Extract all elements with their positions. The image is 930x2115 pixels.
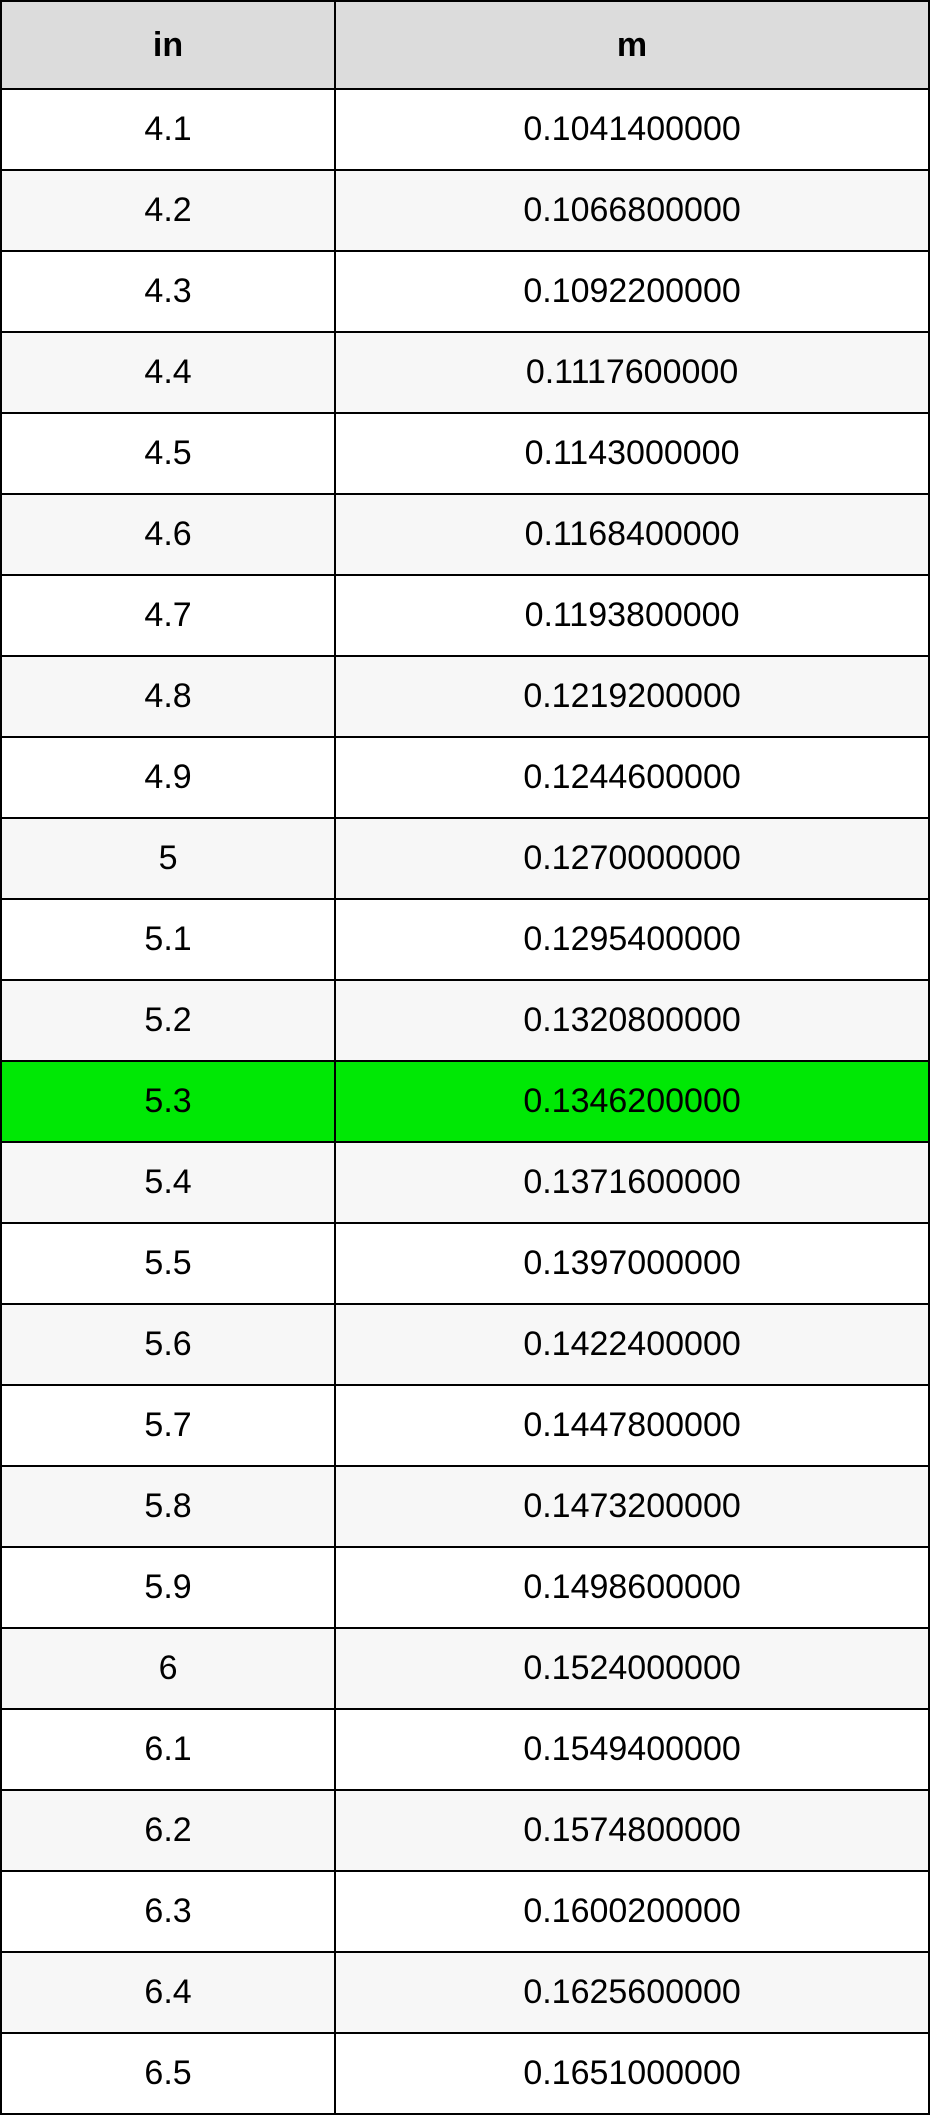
- table-row: 4.70.1193800000: [1, 575, 929, 656]
- table-row: 5.40.1371600000: [1, 1142, 929, 1223]
- cell-m: 0.1168400000: [335, 494, 929, 575]
- cell-m: 0.1574800000: [335, 1790, 929, 1871]
- table-row: 4.30.1092200000: [1, 251, 929, 332]
- cell-in: 5.8: [1, 1466, 335, 1547]
- cell-m: 0.1549400000: [335, 1709, 929, 1790]
- cell-in: 5.9: [1, 1547, 335, 1628]
- cell-m: 0.1625600000: [335, 1952, 929, 2033]
- cell-in: 4.2: [1, 170, 335, 251]
- cell-m: 0.1295400000: [335, 899, 929, 980]
- table-row: 5.30.1346200000: [1, 1061, 929, 1142]
- cell-m: 0.1651000000: [335, 2033, 929, 2114]
- cell-in: 6.1: [1, 1709, 335, 1790]
- cell-m: 0.1219200000: [335, 656, 929, 737]
- cell-in: 4.3: [1, 251, 335, 332]
- table-row: 4.10.1041400000: [1, 89, 929, 170]
- conversion-table-container: in m 4.10.10414000004.20.10668000004.30.…: [0, 0, 930, 2115]
- cell-in: 4.4: [1, 332, 335, 413]
- cell-m: 0.1524000000: [335, 1628, 929, 1709]
- cell-in: 4.8: [1, 656, 335, 737]
- table-row: 4.60.1168400000: [1, 494, 929, 575]
- table-row: 4.50.1143000000: [1, 413, 929, 494]
- cell-in: 5: [1, 818, 335, 899]
- cell-m: 0.1041400000: [335, 89, 929, 170]
- cell-m: 0.1092200000: [335, 251, 929, 332]
- table-row: 4.90.1244600000: [1, 737, 929, 818]
- cell-in: 6.2: [1, 1790, 335, 1871]
- cell-m: 0.1447800000: [335, 1385, 929, 1466]
- cell-in: 4.1: [1, 89, 335, 170]
- cell-in: 5.3: [1, 1061, 335, 1142]
- cell-m: 0.1270000000: [335, 818, 929, 899]
- table-row: 5.60.1422400000: [1, 1304, 929, 1385]
- cell-in: 5.5: [1, 1223, 335, 1304]
- table-row: 6.50.1651000000: [1, 2033, 929, 2114]
- table-row: 4.40.1117600000: [1, 332, 929, 413]
- cell-m: 0.1600200000: [335, 1871, 929, 1952]
- table-row: 4.20.1066800000: [1, 170, 929, 251]
- cell-in: 5.6: [1, 1304, 335, 1385]
- table-row: 50.1270000000: [1, 818, 929, 899]
- cell-in: 6: [1, 1628, 335, 1709]
- cell-in: 5.4: [1, 1142, 335, 1223]
- table-row: 60.1524000000: [1, 1628, 929, 1709]
- cell-m: 0.1244600000: [335, 737, 929, 818]
- cell-in: 4.7: [1, 575, 335, 656]
- cell-in: 6.5: [1, 2033, 335, 2114]
- cell-in: 4.9: [1, 737, 335, 818]
- cell-m: 0.1498600000: [335, 1547, 929, 1628]
- table-row: 6.30.1600200000: [1, 1871, 929, 1952]
- cell-in: 4.6: [1, 494, 335, 575]
- table-row: 5.80.1473200000: [1, 1466, 929, 1547]
- cell-m: 0.1422400000: [335, 1304, 929, 1385]
- cell-m: 0.1473200000: [335, 1466, 929, 1547]
- column-header-in: in: [1, 1, 335, 89]
- cell-in: 5.2: [1, 980, 335, 1061]
- table-row: 5.10.1295400000: [1, 899, 929, 980]
- table-header-row: in m: [1, 1, 929, 89]
- cell-m: 0.1320800000: [335, 980, 929, 1061]
- table-row: 5.50.1397000000: [1, 1223, 929, 1304]
- table-row: 5.90.1498600000: [1, 1547, 929, 1628]
- cell-m: 0.1117600000: [335, 332, 929, 413]
- cell-m: 0.1371600000: [335, 1142, 929, 1223]
- table-row: 5.20.1320800000: [1, 980, 929, 1061]
- table-row: 5.70.1447800000: [1, 1385, 929, 1466]
- cell-m: 0.1193800000: [335, 575, 929, 656]
- cell-in: 6.4: [1, 1952, 335, 2033]
- cell-in: 4.5: [1, 413, 335, 494]
- table-row: 6.10.1549400000: [1, 1709, 929, 1790]
- cell-m: 0.1346200000: [335, 1061, 929, 1142]
- cell-m: 0.1066800000: [335, 170, 929, 251]
- cell-in: 5.7: [1, 1385, 335, 1466]
- table-body: 4.10.10414000004.20.10668000004.30.10922…: [1, 89, 929, 2114]
- table-head: in m: [1, 1, 929, 89]
- cell-in: 6.3: [1, 1871, 335, 1952]
- table-row: 6.20.1574800000: [1, 1790, 929, 1871]
- cell-m: 0.1397000000: [335, 1223, 929, 1304]
- cell-m: 0.1143000000: [335, 413, 929, 494]
- cell-in: 5.1: [1, 899, 335, 980]
- table-row: 4.80.1219200000: [1, 656, 929, 737]
- table-row: 6.40.1625600000: [1, 1952, 929, 2033]
- column-header-m: m: [335, 1, 929, 89]
- conversion-table: in m 4.10.10414000004.20.10668000004.30.…: [0, 0, 930, 2115]
